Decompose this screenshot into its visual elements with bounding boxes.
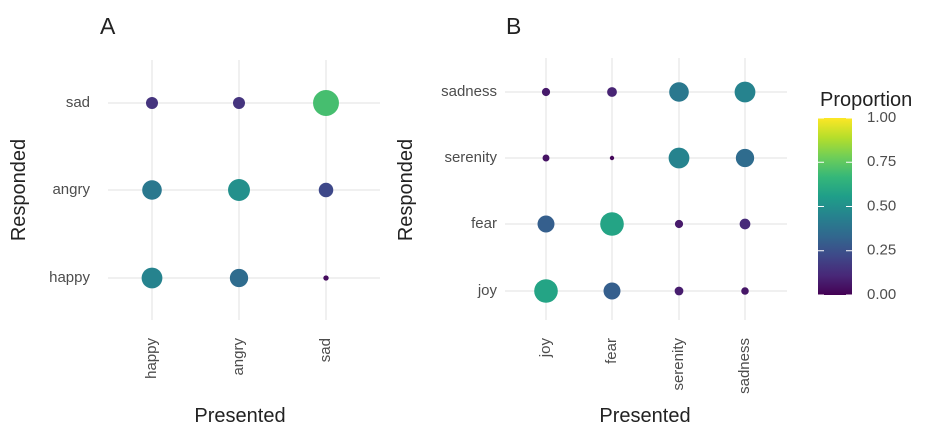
bubble: [145, 96, 159, 110]
bubble: [607, 87, 617, 97]
x-tick-label: angry: [230, 338, 247, 376]
bubble: [669, 82, 689, 102]
bubble: [735, 148, 755, 168]
bubble: [674, 219, 684, 229]
y-axis-title: Responded: [8, 139, 30, 241]
legend-tick-label: 1.00: [867, 109, 896, 126]
bubble: [609, 155, 615, 161]
bubble: [734, 81, 756, 103]
x-tick-label: fear: [603, 338, 620, 364]
x-axis-title: Presented: [599, 405, 690, 427]
bubble: [228, 179, 250, 201]
bubble: [741, 287, 749, 295]
y-tick-label: serenity: [444, 149, 497, 166]
x-tick-label: happy: [143, 338, 160, 379]
x-tick-label: serenity: [670, 338, 687, 391]
bubble: [142, 180, 162, 200]
legend-tick-label: 0.75: [867, 153, 896, 170]
bubble: [542, 154, 550, 162]
x-tick-label: sad: [317, 338, 334, 362]
bubble: [313, 90, 339, 116]
x-axis-title: Presented: [194, 405, 285, 427]
bubble: [541, 87, 551, 97]
x-tick-label: sadness: [736, 338, 753, 394]
y-tick-label: happy: [49, 269, 90, 286]
y-tick-label: sad: [66, 94, 90, 111]
legend-tick-label: 0.50: [867, 197, 896, 214]
legend-title: Proportion: [820, 89, 912, 111]
bubble: [232, 96, 246, 110]
y-tick-label: sadness: [441, 83, 497, 100]
panel-title: A: [100, 13, 116, 39]
bubble: [323, 275, 329, 281]
bubble: [534, 279, 558, 303]
bubble: [668, 147, 690, 169]
y-tick-label: angry: [52, 181, 90, 198]
legend-tick-label: 0.25: [867, 242, 896, 259]
x-tick-label: joy: [537, 338, 554, 359]
bubble: [229, 268, 249, 288]
bubble: [600, 212, 624, 236]
bubble: [537, 215, 555, 233]
y-axis-title: Responded: [395, 139, 417, 241]
bubble: [603, 282, 621, 300]
bubble: [739, 218, 751, 230]
legend-tick-label: 0.00: [867, 286, 896, 303]
y-tick-label: fear: [471, 215, 497, 232]
y-tick-label: joy: [477, 282, 498, 299]
bubble: [318, 182, 334, 198]
bubble: [674, 286, 684, 296]
panel-title: B: [506, 13, 521, 39]
bubble: [141, 267, 163, 289]
